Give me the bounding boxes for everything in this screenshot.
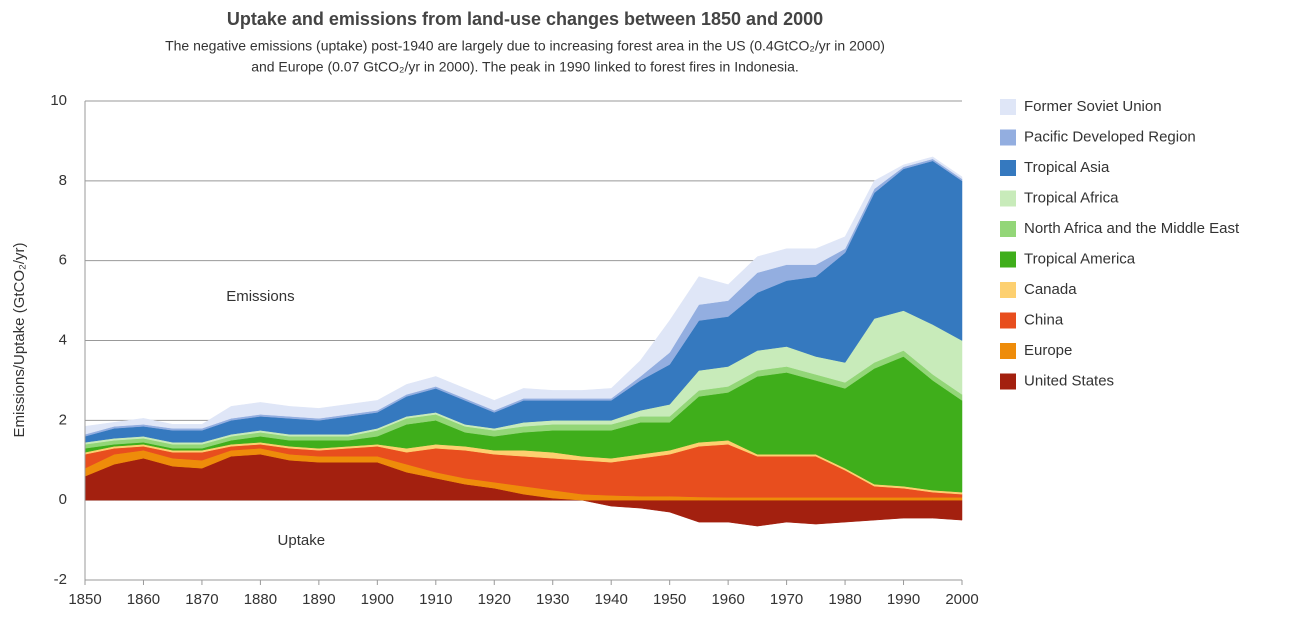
y-tick-label: 0 bbox=[59, 491, 67, 508]
x-tick-label: 1850 bbox=[68, 591, 101, 608]
legend-label: Europe bbox=[1024, 342, 1072, 359]
y-tick-label: -2 bbox=[54, 571, 67, 588]
chart-title: Uptake and emissions from land-use chang… bbox=[227, 9, 823, 29]
legend-swatch bbox=[1000, 190, 1016, 207]
y-tick-label: 10 bbox=[50, 92, 67, 109]
legend-label: North Africa and the Middle East bbox=[1024, 220, 1240, 237]
legend-swatch bbox=[1000, 129, 1016, 146]
y-tick-label: 6 bbox=[59, 252, 67, 269]
legend-swatch bbox=[1000, 312, 1016, 329]
legend-label: Tropical Africa bbox=[1024, 189, 1119, 206]
chart-subtitle: and Europe (0.07 GtCO₂/yr in 2000). The … bbox=[251, 59, 799, 75]
x-tick-label: 1890 bbox=[302, 591, 335, 608]
x-tick-label: 1930 bbox=[536, 591, 569, 608]
legend-swatch bbox=[1000, 343, 1016, 359]
x-tick-label: 1880 bbox=[244, 591, 277, 608]
y-tick-label: 4 bbox=[59, 331, 67, 348]
x-tick-label: 1980 bbox=[828, 591, 861, 608]
y-axis-label: Emissions/Uptake (GtCO₂/yr) bbox=[11, 242, 28, 437]
x-tick-label: 1940 bbox=[595, 591, 628, 608]
legend-label: Tropical Asia bbox=[1024, 159, 1110, 176]
x-tick-label: 1990 bbox=[887, 591, 920, 608]
legend-label: Canada bbox=[1024, 281, 1077, 298]
x-tick-label: 1960 bbox=[711, 591, 744, 608]
legend-swatch bbox=[1000, 282, 1016, 298]
chart-subtitle: The negative emissions (uptake) post-194… bbox=[165, 38, 885, 54]
x-tick-label: 1860 bbox=[127, 591, 160, 608]
y-tick-label: 8 bbox=[59, 172, 67, 189]
legend-label: Pacific Developed Region bbox=[1024, 128, 1196, 145]
x-tick-label: 1950 bbox=[653, 591, 686, 608]
legend-swatch bbox=[1000, 160, 1016, 176]
legend-swatch bbox=[1000, 221, 1016, 237]
legend-label: China bbox=[1024, 311, 1064, 328]
legend-label: Tropical America bbox=[1024, 250, 1136, 267]
x-tick-label: 1910 bbox=[419, 591, 452, 608]
legend-swatch bbox=[1000, 373, 1016, 390]
x-tick-label: 1920 bbox=[478, 591, 511, 608]
legend-label: United States bbox=[1024, 372, 1114, 389]
legend-swatch bbox=[1000, 251, 1016, 268]
x-tick-label: 1870 bbox=[185, 591, 218, 608]
area bbox=[84, 156, 963, 435]
x-tick-label: 2000 bbox=[945, 591, 978, 608]
annotation: Emissions bbox=[226, 288, 294, 305]
y-tick-label: 2 bbox=[59, 411, 67, 428]
legend-swatch bbox=[1000, 99, 1016, 115]
x-tick-label: 1970 bbox=[770, 591, 803, 608]
annotation: Uptake bbox=[278, 532, 326, 549]
legend-label: Former Soviet Union bbox=[1024, 98, 1162, 115]
x-tick-label: 1900 bbox=[361, 591, 394, 608]
